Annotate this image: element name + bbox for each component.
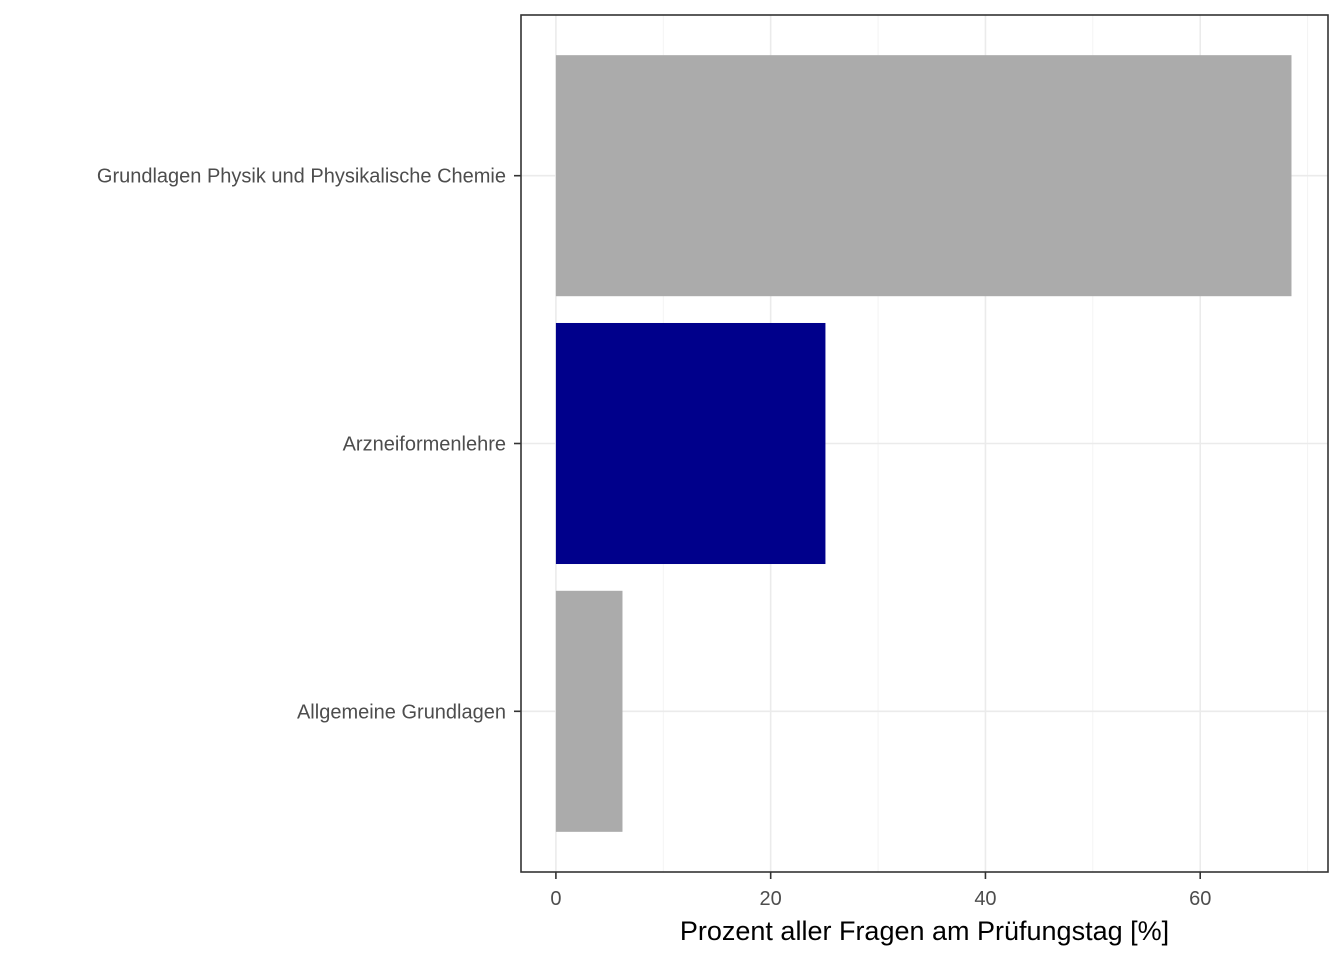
bars [555, 55, 1292, 832]
y-axis: Grundlagen Physik und Physikalische Chem… [97, 166, 521, 723]
y-tick-label: Grundlagen Physik und Physikalische Chem… [97, 166, 506, 188]
x-axis: 0 20 40 60 [550, 872, 1211, 910]
x-tick-label: 0 [550, 888, 561, 910]
bar [555, 322, 826, 565]
bar [555, 590, 623, 832]
y-tick-label: Allgemeine Grundlagen [297, 701, 506, 723]
x-axis-title: Prozent aller Fragen am Prüfungstag [%] [680, 916, 1169, 946]
y-tick-label: Arzneiformenlehre [343, 434, 506, 456]
bar [555, 55, 1292, 297]
x-tick-label: 60 [1189, 888, 1211, 910]
x-tick-label: 40 [974, 888, 996, 910]
x-tick-label: 20 [760, 888, 782, 910]
